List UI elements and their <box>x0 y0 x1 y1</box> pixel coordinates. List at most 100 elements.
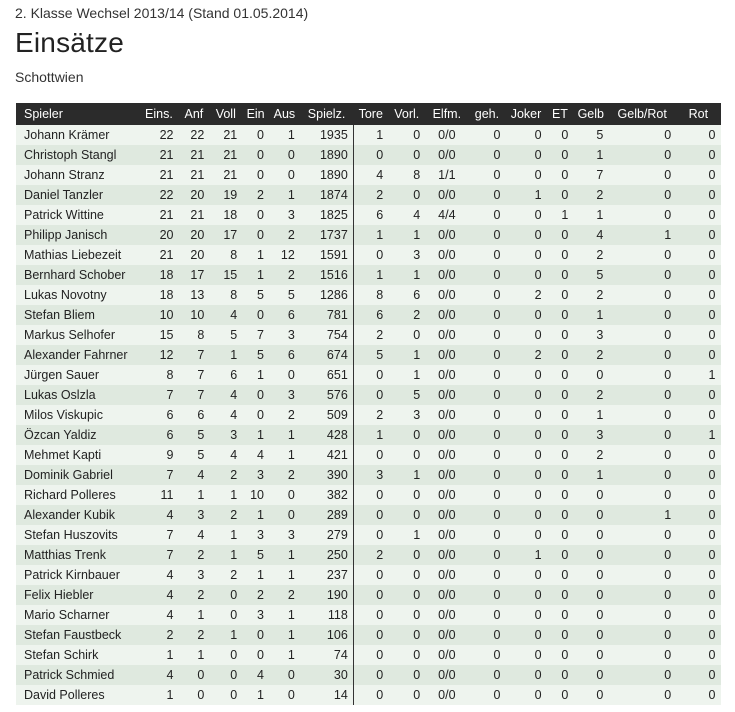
stat-cell-sub-in: 0 <box>242 225 269 245</box>
stat-cell-sub-out: 1 <box>268 445 300 465</box>
stat-cell-sent-off: 0 <box>468 365 506 385</box>
stat-cell-sub-in: 2 <box>242 585 269 605</box>
player-name-cell[interactable]: Markus Selhofer <box>16 325 140 345</box>
stat-cell-own-goals: 0 <box>546 265 574 285</box>
player-name-cell[interactable]: Alexander Fahrner <box>16 345 140 365</box>
player-name-cell[interactable]: Richard Polleres <box>16 485 140 505</box>
column-header-own-goals[interactable]: ET <box>546 103 574 125</box>
player-name-cell[interactable]: Patrick Kirnbauer <box>16 565 140 585</box>
player-name-cell[interactable]: Christoph Stangl <box>16 145 140 165</box>
stat-cell-joker: 0 <box>505 645 547 665</box>
stat-cell-own-goals: 1 <box>546 205 574 225</box>
stat-cell-starts: 5 <box>178 445 210 465</box>
player-name-cell[interactable]: Felix Hiebler <box>16 585 140 605</box>
stat-cell-sub-in: 4 <box>242 445 269 465</box>
stat-cell-yellow: 2 <box>573 445 609 465</box>
player-name-cell[interactable]: Mehmet Kapti <box>16 445 140 465</box>
player-name-cell[interactable]: Patrick Schmied <box>16 665 140 685</box>
stat-cell-yellow-red: 0 <box>608 245 677 265</box>
player-name-cell[interactable]: Mathias Liebezeit <box>16 245 140 265</box>
stat-cell-starts: 17 <box>178 265 210 285</box>
stat-cell-sent-off: 0 <box>468 645 506 665</box>
player-name-cell[interactable]: Bernhard Schober <box>16 265 140 285</box>
stat-cell-full: 8 <box>209 245 243 265</box>
stat-cell-minutes: 289 <box>299 505 354 525</box>
table-row: Mario Scharner 4 1 0 3 1 118 0 0 0/0 0 0 0 0 0 0 <box>16 605 721 625</box>
table-row: Alexander Fahrner 12 7 1 5 6 674 5 1 0/0 0 2 0 2 0 0 <box>16 345 721 365</box>
stat-cell-appearances: 6 <box>139 405 179 425</box>
stat-cell-starts: 8 <box>178 325 210 345</box>
player-name-cell[interactable]: Özcan Yaldiz <box>16 425 140 445</box>
stat-cell-starts: 1 <box>178 485 210 505</box>
stat-cell-sent-off: 0 <box>468 425 506 445</box>
player-name-cell[interactable]: Stefan Faustbeck <box>16 625 140 645</box>
player-name-cell[interactable]: Stefan Bliem <box>16 305 140 325</box>
stat-cell-goals: 2 <box>352 545 389 565</box>
stat-cell-appearances: 6 <box>139 425 179 445</box>
stat-cell-sent-off: 0 <box>468 325 506 345</box>
stat-cell-yellow-red: 0 <box>608 345 677 365</box>
player-name-cell[interactable]: Johann Krämer <box>16 125 140 145</box>
column-header-yellow[interactable]: Gelb <box>573 103 609 125</box>
stat-cell-yellow-red: 0 <box>608 385 677 405</box>
column-header-goals[interactable]: Tore <box>353 103 389 125</box>
stat-cell-starts: 4 <box>178 465 210 485</box>
column-header-sub-out[interactable]: Aus <box>268 103 300 125</box>
stat-cell-red: 0 <box>676 585 721 605</box>
stat-cell-full: 3 <box>209 425 243 445</box>
column-header-sub-in[interactable]: Ein <box>242 103 269 125</box>
stat-cell-joker: 0 <box>505 625 547 645</box>
stat-cell-sent-off: 0 <box>468 345 506 365</box>
stat-cell-yellow: 2 <box>573 385 609 405</box>
stat-cell-yellow: 4 <box>573 225 609 245</box>
table-row: Patrick Wittine 21 21 18 0 3 1825 6 4 4/4 0 0 1 1 0 0 <box>16 205 721 225</box>
stat-cell-yellow: 2 <box>573 185 609 205</box>
column-header-sent-off[interactable]: geh. <box>468 103 506 125</box>
player-name-cell[interactable]: Patrick Wittine <box>16 205 140 225</box>
player-name-cell[interactable]: Philipp Janisch <box>16 225 140 245</box>
player-name-cell[interactable]: Milos Viskupic <box>16 405 140 425</box>
player-name-cell[interactable]: Jürgen Sauer <box>16 365 140 385</box>
column-header-penalties[interactable]: Elfm. <box>425 103 469 125</box>
stat-cell-own-goals: 0 <box>546 545 574 565</box>
column-header-player[interactable]: Spieler <box>16 103 140 125</box>
stat-cell-full: 0 <box>209 585 243 605</box>
player-name-cell[interactable]: Stefan Schirk <box>16 645 140 665</box>
stat-cell-joker: 0 <box>505 485 547 505</box>
stat-cell-yellow-red: 0 <box>608 565 677 585</box>
stat-cell-own-goals: 0 <box>546 605 574 625</box>
player-name-cell[interactable]: Dominik Gabriel <box>16 465 140 485</box>
stat-cell-own-goals: 0 <box>546 285 574 305</box>
player-name-cell[interactable]: Lukas Oslzla <box>16 385 140 405</box>
player-name-cell[interactable]: Alexander Kubik <box>16 505 140 525</box>
player-name-cell[interactable]: Lukas Novotny <box>16 285 140 305</box>
stat-cell-full: 5 <box>209 325 243 345</box>
stat-cell-red: 0 <box>676 285 721 305</box>
player-name-cell[interactable]: Stefan Huszovits <box>16 525 140 545</box>
player-name-cell[interactable]: Matthias Trenk <box>16 545 140 565</box>
stat-cell-red: 0 <box>676 145 721 165</box>
stat-cell-assists: 1 <box>388 365 426 385</box>
column-header-red[interactable]: Rot <box>676 103 721 125</box>
column-header-assists[interactable]: Vorl. <box>388 103 426 125</box>
stat-cell-full: 1 <box>209 545 243 565</box>
stat-cell-own-goals: 0 <box>546 425 574 445</box>
column-header-joker[interactable]: Joker <box>505 103 547 125</box>
player-name-cell[interactable]: Johann Stranz <box>16 165 140 185</box>
stat-cell-joker: 0 <box>505 585 547 605</box>
stat-cell-minutes: 237 <box>299 565 354 585</box>
column-header-minutes[interactable]: Spielz. <box>299 103 354 125</box>
column-header-starts[interactable]: Anf <box>178 103 210 125</box>
stat-cell-assists: 0 <box>388 185 426 205</box>
stat-cell-sub-out: 2 <box>268 225 300 245</box>
stat-cell-appearances: 22 <box>139 125 179 145</box>
stat-cell-joker: 0 <box>505 265 547 285</box>
player-name-cell[interactable]: Daniel Tanzler <box>16 185 140 205</box>
player-name-cell[interactable]: David Polleres <box>16 685 140 705</box>
column-header-full[interactable]: Voll <box>209 103 243 125</box>
column-header-appearances[interactable]: Eins. <box>139 103 179 125</box>
column-header-yellow-red[interactable]: Gelb/Rot <box>608 103 677 125</box>
stat-cell-starts: 20 <box>178 225 210 245</box>
table-row: David Polleres 1 0 0 1 0 14 0 0 0/0 0 0 0 0 0 0 <box>16 685 721 705</box>
player-name-cell[interactable]: Mario Scharner <box>16 605 140 625</box>
